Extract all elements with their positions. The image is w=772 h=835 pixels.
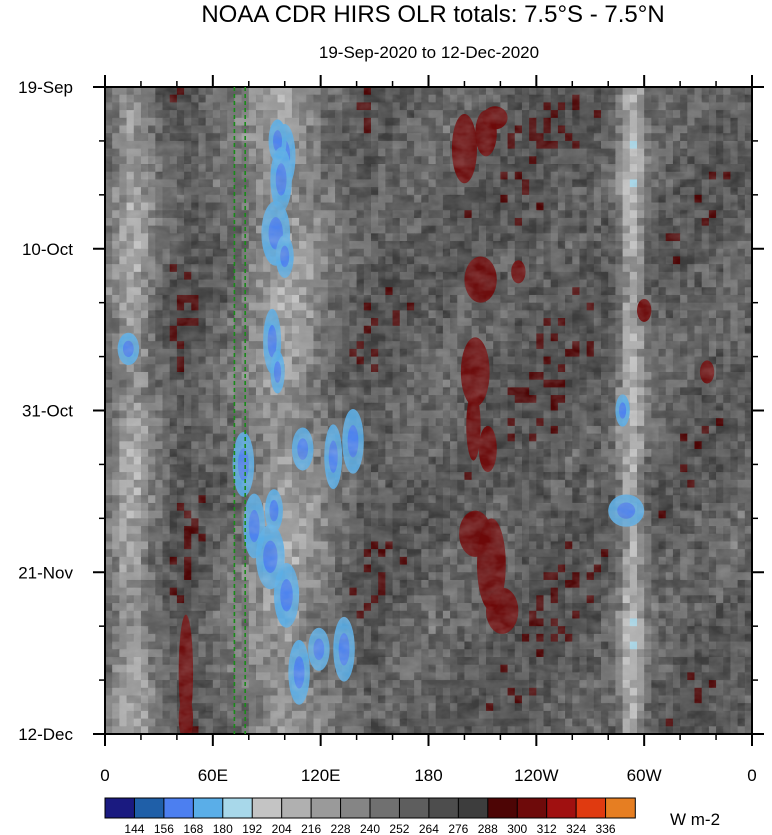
olr-field [105, 87, 752, 734]
chart-subtitle: 19-Sep-2020 to 12-Dec-2020 [319, 43, 539, 62]
chart-title: NOAA CDR HIRS OLR totals: 7.5°S - 7.5°N [201, 1, 664, 28]
